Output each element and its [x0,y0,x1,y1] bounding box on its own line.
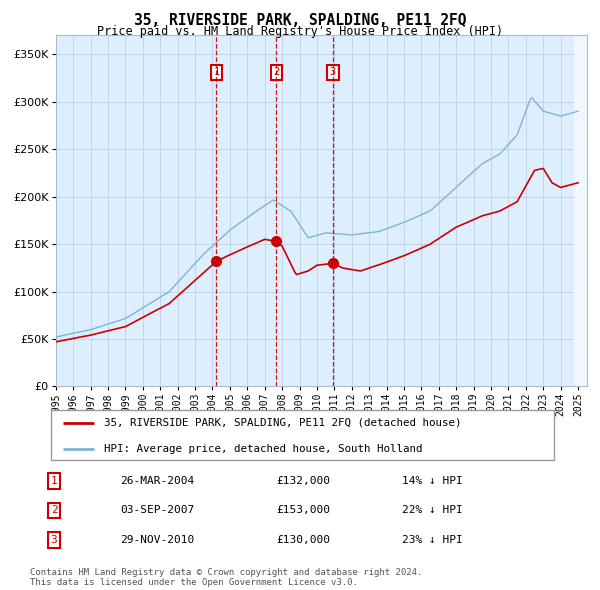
Text: 29-NOV-2010: 29-NOV-2010 [120,535,194,545]
Bar [574,35,589,386]
Text: 2: 2 [50,506,58,515]
Text: £153,000: £153,000 [276,506,330,515]
Bar [574,35,589,386]
Text: 35, RIVERSIDE PARK, SPALDING, PE11 2FQ (detached house): 35, RIVERSIDE PARK, SPALDING, PE11 2FQ (… [104,418,461,428]
Text: HPI: Average price, detached house, South Holland: HPI: Average price, detached house, Sout… [104,444,422,454]
Text: 03-SEP-2007: 03-SEP-2007 [120,506,194,515]
Text: 1: 1 [50,476,58,486]
Text: Price paid vs. HM Land Registry's House Price Index (HPI): Price paid vs. HM Land Registry's House … [97,25,503,38]
Text: 22% ↓ HPI: 22% ↓ HPI [402,506,463,515]
Text: 2: 2 [273,67,280,77]
Text: 3: 3 [50,535,58,545]
Text: 14% ↓ HPI: 14% ↓ HPI [402,476,463,486]
Text: 1: 1 [214,67,220,77]
FancyBboxPatch shape [50,410,554,460]
Text: 26-MAR-2004: 26-MAR-2004 [120,476,194,486]
Text: 23% ↓ HPI: 23% ↓ HPI [402,535,463,545]
Text: Contains HM Land Registry data © Crown copyright and database right 2024.
This d: Contains HM Land Registry data © Crown c… [30,568,422,587]
Text: £132,000: £132,000 [276,476,330,486]
Text: £130,000: £130,000 [276,535,330,545]
Text: 3: 3 [329,67,336,77]
Text: 35, RIVERSIDE PARK, SPALDING, PE11 2FQ: 35, RIVERSIDE PARK, SPALDING, PE11 2FQ [134,13,466,28]
